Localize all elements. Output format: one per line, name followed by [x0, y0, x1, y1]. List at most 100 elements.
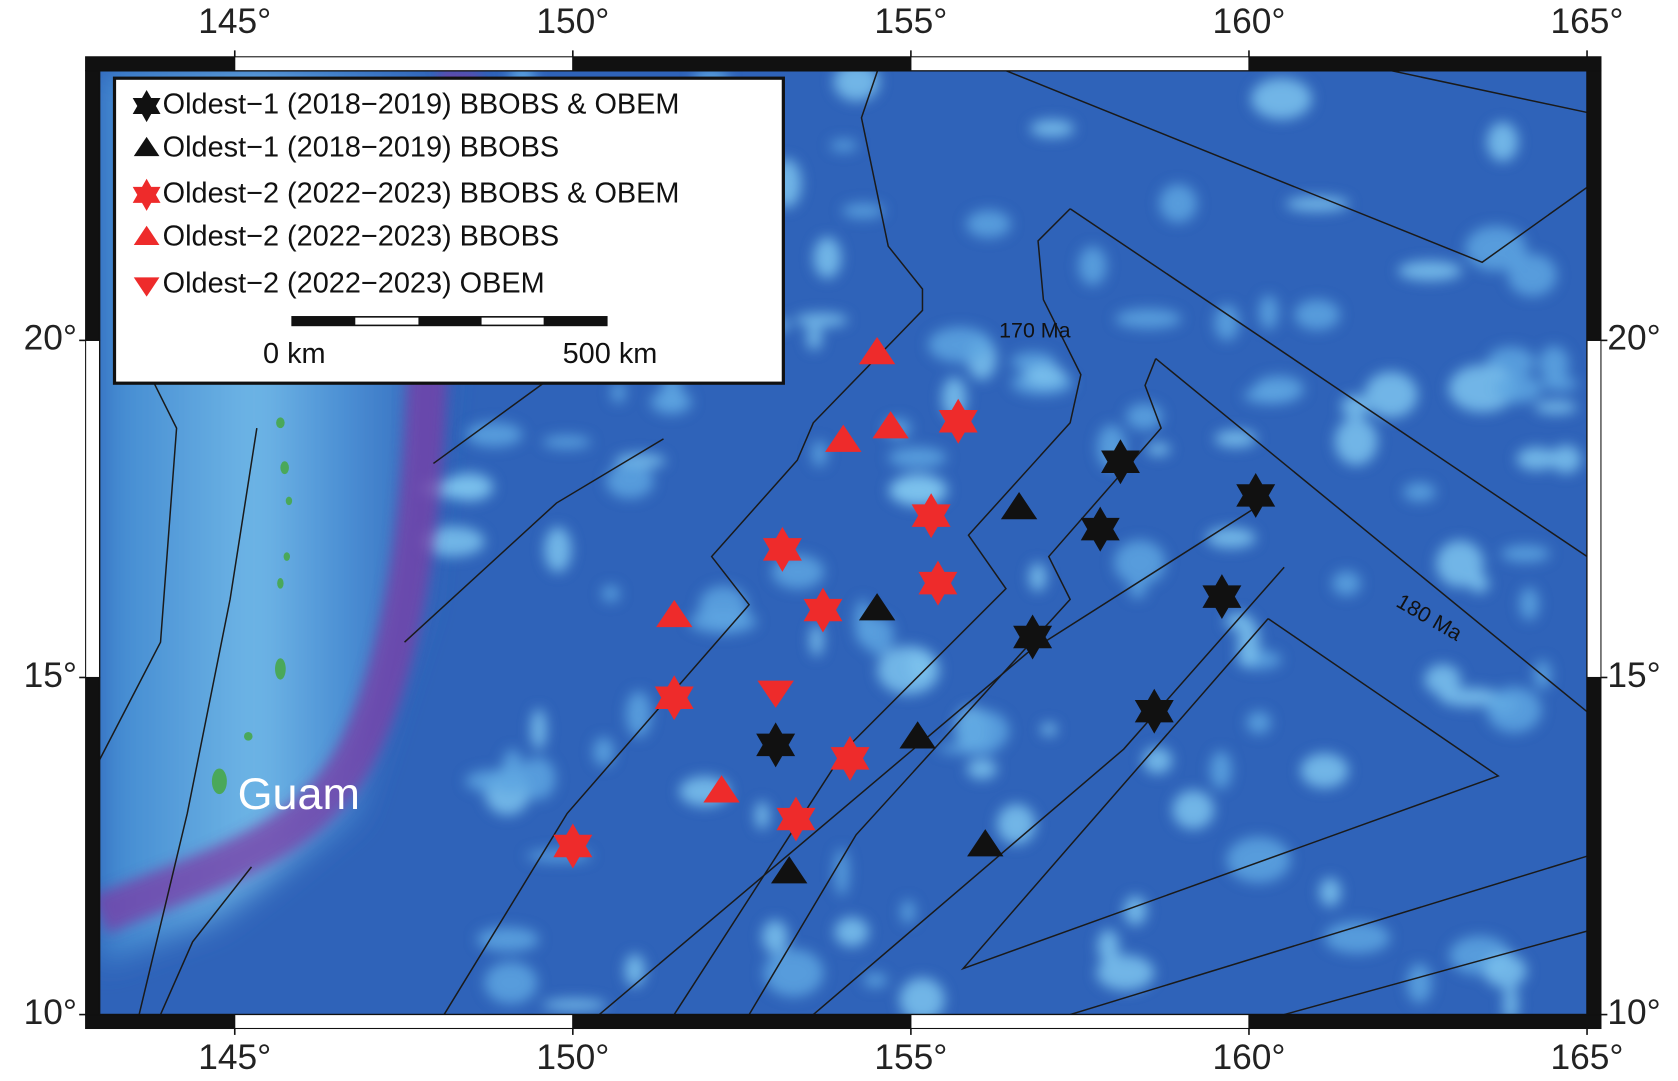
x-tick-label: 150°: [536, 2, 609, 41]
frame-band: [86, 677, 100, 1014]
seamount: [1114, 540, 1166, 585]
seamount: [1025, 364, 1066, 386]
seamount: [1206, 528, 1256, 549]
seamount: [928, 327, 992, 362]
seamount: [1214, 305, 1239, 341]
seamount: [967, 759, 997, 779]
seamount: [890, 474, 947, 506]
seamount: [1129, 583, 1146, 599]
seamount: [625, 954, 645, 987]
frame-band: [1587, 677, 1601, 1014]
y-tick-label: 20°: [1607, 319, 1660, 358]
seamount: [611, 382, 626, 403]
frame-band: [86, 71, 100, 341]
seamount: [1143, 747, 1172, 774]
seamount: [909, 650, 931, 681]
seamount: [834, 848, 849, 895]
seamount: [1078, 246, 1106, 285]
seamount: [1041, 723, 1057, 735]
seamount: [531, 709, 547, 750]
seamount: [812, 441, 828, 467]
seamount: [1237, 618, 1259, 666]
seamount: [1469, 574, 1489, 593]
seamount: [1487, 122, 1518, 161]
seamount: [1403, 483, 1436, 502]
seamount: [755, 801, 770, 829]
x-tick-label: 155°: [874, 1038, 947, 1077]
legend-label: Oldest−2 (2022−2023) OBEM: [163, 267, 545, 299]
frame-band: [1587, 71, 1601, 341]
seamount: [1210, 751, 1232, 789]
x-tick-label: 145°: [198, 1038, 271, 1077]
seamount: [1226, 837, 1290, 883]
frame-band: [86, 340, 100, 677]
frame-band: [911, 57, 1249, 71]
map: 145° 145° 150° 150° 155° 155° 160° 160° 165° 165°…: [0, 0, 1678, 1081]
seamount: [1030, 120, 1074, 137]
seamount: [1124, 896, 1147, 925]
x-tick-label: 145°: [198, 2, 271, 41]
frame-band: [86, 1015, 235, 1029]
seamount: [543, 435, 591, 448]
y-tick-label: 10°: [24, 993, 77, 1032]
seamount: [1146, 443, 1170, 456]
y-tick-label: 15°: [1607, 656, 1660, 695]
seamount: [1539, 346, 1569, 382]
seamount: [1495, 375, 1543, 403]
y-tick-label: 20°: [24, 319, 77, 358]
seamount: [1294, 299, 1340, 330]
x-tick-label: 155°: [874, 2, 947, 41]
seamount: [1254, 376, 1304, 403]
seamount: [835, 917, 869, 946]
seamount: [477, 927, 539, 951]
legend-label: Oldest−1 (2018−2019) BBOBS & OBEM: [163, 89, 680, 121]
x-tick-label: 165°: [1551, 2, 1624, 41]
frame-band: [1249, 1015, 1601, 1029]
seamount: [602, 585, 620, 601]
scale-label: 0 km: [263, 338, 326, 370]
seamount: [1115, 309, 1181, 329]
scale-bar: [292, 317, 607, 326]
seamount: [484, 962, 537, 1004]
seamount: [762, 920, 788, 953]
seamount: [593, 737, 614, 766]
seamount: [1465, 226, 1526, 271]
seamount: [689, 609, 757, 633]
seamount: [830, 140, 858, 152]
seamount: [764, 949, 824, 997]
seamount: [1332, 571, 1361, 596]
seamount: [1159, 184, 1197, 223]
seamount: [1215, 430, 1257, 447]
x-tick-label: 150°: [536, 1038, 609, 1077]
seamount: [502, 749, 524, 795]
seamount: [1172, 790, 1214, 829]
seamount: [1501, 545, 1550, 562]
seamount: [1259, 295, 1278, 330]
place-label: Guam: [238, 768, 360, 819]
seamount: [1535, 401, 1577, 414]
x-tick-label: 160°: [1212, 2, 1285, 41]
seamount: [520, 757, 556, 799]
seamount: [466, 422, 523, 446]
x-tick-label: 160°: [1212, 1038, 1285, 1077]
seamount: [814, 237, 842, 278]
frame-band: [86, 57, 235, 71]
legend-label: Oldest−2 (2022−2023) BBOBS: [163, 220, 559, 252]
seamount: [1425, 664, 1461, 695]
seamount: [997, 804, 1036, 844]
contour-label: 170 Ma: [999, 318, 1070, 342]
seamount: [1029, 563, 1047, 592]
seamount: [795, 313, 848, 326]
frame-band: [573, 1015, 911, 1029]
x-tick-label: 165°: [1551, 1038, 1624, 1077]
seamount: [1517, 447, 1557, 470]
legend: 0 km 500 km Oldest−1 (2018−2019) BBOBS &…: [115, 78, 784, 383]
seamount: [863, 973, 887, 987]
frame-band: [235, 57, 573, 71]
seamount: [1407, 963, 1432, 1003]
legend-label: Oldest−2 (2022−2023) BBOBS & OBEM: [163, 177, 680, 209]
frame-band: [235, 1015, 573, 1029]
seamount: [1098, 929, 1120, 962]
seamount: [807, 325, 822, 350]
y-tick-label: 15°: [24, 656, 77, 695]
